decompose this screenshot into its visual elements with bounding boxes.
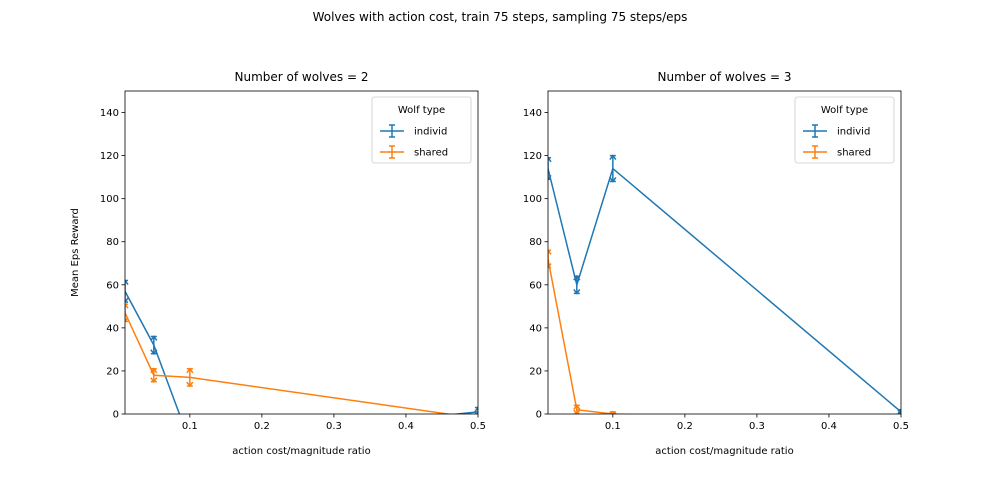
error-bar	[573, 404, 581, 414]
y-tick-label: 100	[523, 194, 542, 205]
error-bar	[897, 408, 901, 414]
error-bar	[548, 249, 552, 269]
y-tick-label: 20	[106, 366, 119, 377]
legend-entry-shared: shared	[803, 145, 871, 159]
legend-label: shared	[837, 148, 871, 159]
subplot-title: Number of wolves = 3	[658, 70, 792, 84]
error-bar	[125, 279, 129, 304]
legend-entry-individ: individ	[803, 124, 870, 138]
y-tick-label: 0	[536, 410, 542, 421]
legend-entry-shared: shared	[380, 145, 448, 159]
y-tick-label: 60	[529, 280, 542, 291]
y-tick-label: 80	[529, 237, 542, 248]
y-tick-label: 140	[523, 108, 542, 119]
legend-label: shared	[414, 148, 448, 159]
legend: Wolf type individ shared	[794, 96, 895, 164]
axes-frame	[124, 90, 479, 415]
y-tick-label: 140	[100, 108, 119, 119]
y-tick-label: 0	[113, 410, 119, 421]
x-tick-label: 0.1	[605, 421, 621, 432]
series-line-individ	[125, 290, 478, 414]
legend-entry-individ: individ	[380, 124, 447, 138]
x-tick-label: 0.5	[893, 421, 909, 432]
error-bar	[573, 274, 581, 295]
legend-title: Wolf type	[821, 105, 868, 116]
x-tick-label: 0.1	[182, 421, 198, 432]
legend-title: Wolf type	[398, 105, 445, 116]
y-tick-label: 120	[100, 151, 119, 162]
x-tick-label: 0.2	[254, 421, 270, 432]
legend: Wolf type individ shared	[371, 96, 472, 164]
series-individ	[125, 279, 478, 450]
subplot-2: 0.1 0.2 0.3 0.4 0.5 0 20 40 60 80 100 120 140 Number …	[523, 70, 909, 457]
axes-frame	[547, 90, 902, 415]
error-bar	[125, 302, 129, 323]
legend-label: individ	[837, 127, 870, 138]
subplot-1: 0.1 0.2 0.3 0.4 0.5 0 20 40 60 80 100 120 140 Number …	[70, 70, 486, 457]
error-bar	[609, 410, 617, 414]
series-individ	[548, 154, 901, 414]
error-bar	[609, 154, 617, 183]
x-tick-label: 0.5	[470, 421, 486, 432]
figure-suptitle: Wolves with action cost, train 75 steps,…	[313, 10, 688, 24]
x-axis-label: action cost/magnitude ratio	[655, 446, 793, 457]
y-tick-label: 40	[529, 323, 542, 334]
y-tick-label: 80	[106, 237, 119, 248]
series-line-individ	[548, 167, 901, 413]
subplot-title: Number of wolves = 2	[235, 70, 369, 84]
y-axis-label: Mean Eps Reward	[70, 208, 81, 297]
error-bar	[187, 433, 193, 450]
x-tick-label: 0.2	[677, 421, 693, 432]
y-tick-label: 60	[106, 280, 119, 291]
x-tick-label: 0.4	[821, 421, 837, 432]
x-axis-label: action cost/magnitude ratio	[232, 446, 370, 457]
error-bar	[150, 367, 158, 383]
series-shared	[125, 302, 478, 414]
x-tick-label: 0.4	[398, 421, 414, 432]
legend-label: individ	[414, 127, 447, 138]
x-tick-label: 0.3	[749, 421, 765, 432]
series-line-shared	[125, 312, 454, 414]
y-tick-label: 100	[100, 194, 119, 205]
y-tick-label: 40	[106, 323, 119, 334]
y-tick-label: 20	[529, 366, 542, 377]
y-tick-label: 120	[523, 151, 542, 162]
x-tick-label: 0.3	[326, 421, 342, 432]
error-bar	[548, 156, 552, 181]
error-bar	[150, 335, 158, 355]
series-line-shared	[548, 258, 633, 414]
error-bar	[186, 367, 194, 388]
series-shared	[548, 249, 633, 414]
